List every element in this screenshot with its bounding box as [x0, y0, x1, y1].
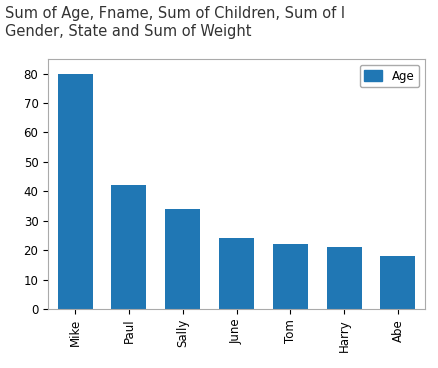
- Bar: [58, 74, 92, 309]
- Legend: Age: Age: [360, 65, 419, 87]
- Bar: [165, 209, 200, 309]
- Bar: [219, 238, 254, 309]
- Bar: [381, 256, 415, 309]
- Bar: [111, 185, 146, 309]
- Bar: [273, 244, 308, 309]
- Text: Sum of Age, Fname, Sum of Children, Sum of I: Sum of Age, Fname, Sum of Children, Sum …: [5, 6, 346, 21]
- Text: Gender, State and Sum of Weight: Gender, State and Sum of Weight: [5, 24, 252, 39]
- Bar: [327, 247, 362, 309]
